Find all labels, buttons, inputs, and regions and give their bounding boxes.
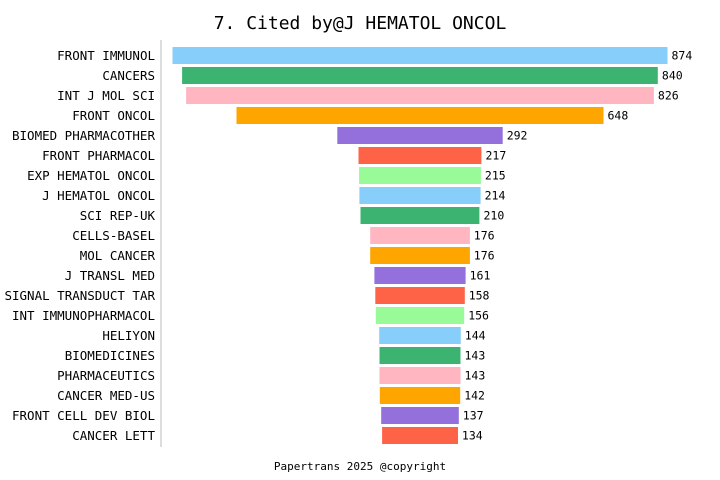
value-label: 144: [465, 329, 486, 343]
category-label: INT J MOL SCI: [57, 88, 155, 103]
category-label: BIOMEDICINES: [65, 348, 155, 363]
bar: [375, 287, 465, 304]
value-label: 292: [507, 129, 528, 143]
bar: [375, 307, 465, 324]
bar: [370, 247, 470, 264]
value-label: 142: [464, 389, 485, 403]
category-label: J TRANSL MED: [65, 268, 155, 283]
category-label: HELIYON: [102, 328, 155, 343]
value-label: 161: [470, 269, 491, 283]
value-label: 176: [474, 229, 495, 243]
value-label: 840: [662, 69, 683, 83]
value-label: 156: [468, 309, 489, 323]
category-label: CANCERS: [102, 68, 155, 83]
category-label: BIOMED PHARMACOTHER: [12, 128, 155, 143]
value-label: 215: [485, 169, 506, 183]
bar: [186, 87, 654, 104]
bar: [359, 187, 481, 204]
category-label: FRONT PHARMACOL: [42, 148, 155, 163]
bar: [359, 167, 481, 184]
value-label: 158: [469, 289, 490, 303]
value-label: 648: [608, 109, 629, 123]
bar: [374, 267, 466, 284]
category-label: SCI REP-UK: [80, 208, 156, 223]
bar: [337, 127, 503, 144]
bar: [182, 67, 658, 84]
value-label: 214: [485, 189, 506, 203]
bar: [236, 107, 604, 124]
category-label: FRONT IMMUNOL: [57, 48, 155, 63]
bar: [360, 207, 480, 224]
bar: [379, 367, 461, 384]
category-label: EXP HEMATOL ONCOL: [27, 168, 155, 183]
value-label: 137: [463, 409, 484, 423]
footer-copyright: Papertrans 2025 @copyright: [274, 460, 446, 473]
value-label: 874: [672, 49, 693, 63]
bar: [358, 147, 482, 164]
category-label: PHARMACEUTICS: [57, 368, 155, 383]
chart-title: 7. Cited by@J HEMATOL ONCOL: [214, 13, 507, 34]
value-label: 143: [465, 349, 486, 363]
category-label: CANCER LETT: [72, 428, 155, 443]
value-label: 826: [658, 89, 679, 103]
category-label: CANCER MED-US: [57, 388, 155, 403]
category-label: FRONT CELL DEV BIOL: [12, 408, 155, 423]
bar: [172, 47, 668, 64]
category-label: FRONT ONCOL: [72, 108, 155, 123]
category-label: SIGNAL TRANSDUCT TAR: [4, 288, 155, 303]
value-label: 143: [465, 369, 486, 383]
value-label: 176: [474, 249, 495, 263]
bar: [381, 407, 459, 424]
category-label: INT IMMUNOPHARMACOL: [12, 308, 155, 323]
bar: [379, 387, 461, 404]
bars-layer: [172, 47, 668, 444]
value-label: 210: [484, 209, 505, 223]
category-label: J HEMATOL ONCOL: [42, 188, 155, 203]
bar: [370, 227, 470, 244]
bar: [379, 347, 461, 364]
category-label: MOL CANCER: [80, 248, 156, 263]
category-label: CELLS-BASEL: [72, 228, 155, 243]
value-label: 217: [486, 149, 507, 163]
category-labels: FRONT IMMUNOL CANCERS INT J MOL SCI FRONT O…: [4, 48, 155, 443]
bar: [382, 427, 458, 444]
value-label: 134: [462, 429, 483, 443]
bar: [379, 327, 461, 344]
